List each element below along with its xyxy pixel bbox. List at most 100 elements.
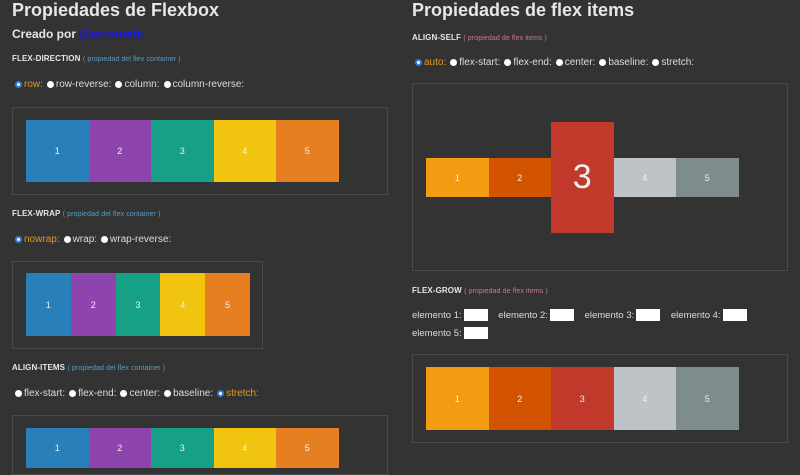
radio-nowrap[interactable]: nowrap: bbox=[15, 234, 60, 245]
flex-item-3: 3 bbox=[151, 428, 214, 468]
radio-wrap[interactable]: wrap: bbox=[63, 234, 98, 245]
flex-item-3: 3 bbox=[551, 367, 614, 430]
flex-direction-radios: row: row-reverse: column: column-reverse… bbox=[15, 79, 248, 90]
align-self-label: ALIGN-SELF bbox=[412, 33, 461, 42]
radio-label: column-reverse: bbox=[172, 79, 245, 90]
radio-flex-end[interactable]: flex-end: bbox=[69, 388, 116, 399]
radio-flex-start[interactable]: flex-start: bbox=[15, 388, 65, 399]
radio-icon[interactable] bbox=[555, 59, 563, 66]
radio-flex-start[interactable]: flex-start: bbox=[450, 57, 500, 68]
radio-icon[interactable] bbox=[46, 81, 54, 88]
radio-icon[interactable] bbox=[69, 390, 77, 397]
flex-item-5: 5 bbox=[205, 273, 250, 336]
radio-icon[interactable] bbox=[101, 236, 109, 243]
radio-column-reverse[interactable]: column-reverse: bbox=[163, 79, 245, 90]
radio-icon[interactable] bbox=[120, 390, 128, 397]
radio-icon[interactable] bbox=[504, 59, 512, 66]
align-self-radios: auto: flex-start: flex-end: center: base… bbox=[415, 57, 698, 68]
flex-wrap-sub: ( propiedad del flex container ) bbox=[62, 211, 161, 218]
elemento-5-input[interactable] bbox=[463, 327, 488, 339]
flex-direction-items: 1 2 3 4 5 bbox=[26, 120, 339, 182]
flex-item-1: 1 bbox=[26, 120, 89, 182]
creator-link[interactable]: @enxaneta bbox=[79, 27, 144, 41]
field-label: elemento 1: bbox=[412, 309, 462, 321]
field-label: elemento 2: bbox=[498, 309, 548, 321]
flex-grow-inputs-row-1: elemento 1: elemento 2: elemento 3: elem… bbox=[412, 309, 755, 321]
radio-label: baseline: bbox=[173, 388, 214, 399]
flex-item-5: 5 bbox=[676, 158, 739, 197]
flex-item-5: 5 bbox=[276, 120, 339, 182]
flex-grow-label: FLEX-GROW bbox=[412, 286, 462, 295]
flex-item-2: 2 bbox=[488, 158, 551, 197]
flex-item-3: 3 bbox=[115, 273, 161, 336]
radio-center[interactable]: center: bbox=[120, 388, 160, 399]
radio-label: center: bbox=[564, 57, 596, 68]
radio-label: baseline: bbox=[608, 57, 649, 68]
radio-icon[interactable] bbox=[652, 59, 660, 66]
flex-item-2: 2 bbox=[70, 273, 116, 336]
radio-selected-icon[interactable] bbox=[15, 236, 22, 243]
flex-item-3: 3 bbox=[151, 120, 214, 182]
radio-row[interactable]: row: bbox=[15, 79, 43, 90]
flex-direction-heading: FLEX-DIRECTION ( propiedad del flex cont… bbox=[12, 54, 181, 63]
radio-flex-end[interactable]: flex-end: bbox=[504, 57, 552, 68]
flex-grow-field-1: elemento 1: bbox=[412, 309, 488, 321]
radio-icon[interactable] bbox=[163, 81, 171, 88]
align-items-heading: ALIGN-ITEMS ( propiedad del flex contain… bbox=[12, 363, 165, 372]
radio-row-reverse[interactable]: row-reverse: bbox=[46, 79, 112, 90]
creator-prefix: Creado por bbox=[12, 27, 80, 41]
align-self-heading: ALIGN-SELF ( propiedad de flex items ) bbox=[412, 33, 547, 42]
radio-icon[interactable] bbox=[15, 390, 22, 397]
flex-item-5: 5 bbox=[676, 367, 739, 430]
elemento-4-input[interactable] bbox=[722, 309, 747, 321]
radio-label: column: bbox=[124, 79, 160, 90]
flex-item-2: 2 bbox=[88, 428, 151, 468]
radio-selected-icon[interactable] bbox=[15, 81, 22, 88]
flex-item-4: 4 bbox=[213, 120, 276, 182]
radio-label: nowrap: bbox=[24, 234, 60, 245]
radio-selected-icon[interactable] bbox=[217, 390, 225, 397]
radio-icon[interactable] bbox=[599, 59, 607, 66]
radio-label: flex-end: bbox=[513, 57, 552, 68]
radio-wrap-reverse[interactable]: wrap-reverse: bbox=[101, 234, 171, 245]
align-items-label: ALIGN-ITEMS bbox=[12, 363, 66, 372]
elemento-1-input[interactable] bbox=[463, 309, 488, 321]
flex-item-4: 4 bbox=[613, 367, 676, 430]
radio-label: wrap: bbox=[72, 234, 98, 245]
align-items-items: 1 2 3 4 5 bbox=[26, 428, 339, 468]
field-label: elemento 4: bbox=[670, 309, 721, 321]
radio-icon[interactable] bbox=[63, 236, 71, 243]
radio-auto[interactable]: auto: bbox=[415, 57, 446, 68]
radio-stretch[interactable]: stretch: bbox=[217, 388, 259, 399]
elemento-2-input[interactable] bbox=[549, 309, 574, 321]
flex-item-4: 4 bbox=[213, 428, 276, 468]
field-label: elemento 5: bbox=[412, 327, 462, 339]
flex-direction-label: FLEX-DIRECTION bbox=[12, 54, 81, 63]
radio-label: stretch: bbox=[226, 388, 259, 399]
flex-wrap-radios: nowrap: wrap: wrap-reverse: bbox=[15, 234, 175, 245]
radio-label: wrap-reverse: bbox=[110, 234, 172, 245]
radio-baseline[interactable]: baseline: bbox=[599, 57, 648, 68]
radio-icon[interactable] bbox=[450, 59, 458, 66]
flex-wrap-heading: FLEX-WRAP ( propiedad del flex container… bbox=[12, 209, 160, 218]
radio-stretch[interactable]: stretch: bbox=[652, 57, 694, 68]
radio-label: flex-start: bbox=[459, 57, 501, 68]
align-self-sub: ( propiedad de flex items ) bbox=[463, 35, 547, 42]
field-label: elemento 3: bbox=[584, 309, 635, 321]
radio-center[interactable]: center: bbox=[555, 57, 596, 68]
radio-column[interactable]: column: bbox=[115, 79, 160, 90]
radio-baseline[interactable]: baseline: bbox=[164, 388, 213, 399]
radio-label: center: bbox=[129, 388, 161, 399]
radio-label: flex-end: bbox=[78, 388, 117, 399]
flex-item-3-highlighted: 3 bbox=[551, 122, 614, 233]
elemento-3-input[interactable] bbox=[636, 309, 661, 321]
flex-grow-field-5: elemento 5: bbox=[412, 327, 488, 339]
flex-wrap-container bbox=[12, 261, 263, 349]
radio-label: row-reverse: bbox=[55, 79, 112, 90]
radio-icon[interactable] bbox=[115, 81, 123, 88]
radio-label: stretch: bbox=[661, 57, 695, 68]
radio-label: flex-start: bbox=[24, 388, 66, 399]
flex-item-1: 1 bbox=[426, 367, 489, 430]
radio-selected-icon[interactable] bbox=[415, 59, 422, 66]
radio-icon[interactable] bbox=[164, 390, 172, 397]
